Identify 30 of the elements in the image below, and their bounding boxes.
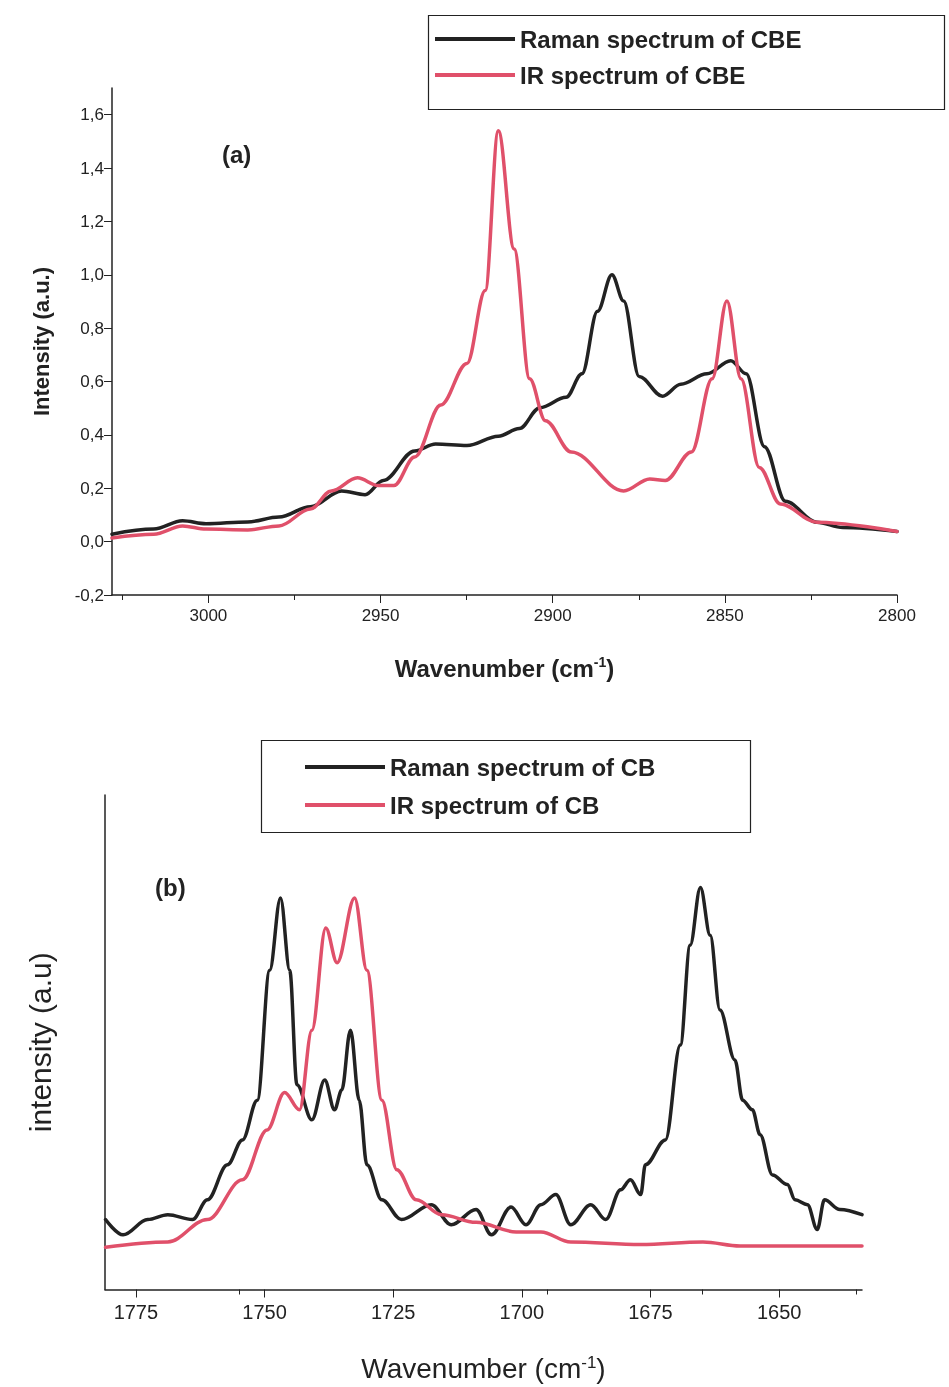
- legend-label: Raman spectrum of CBE: [520, 25, 802, 53]
- y-tick-label: 0,8: [80, 318, 104, 338]
- y-tick-label: 1,4: [80, 158, 104, 178]
- x-tick-label: 1750: [242, 1300, 287, 1323]
- y-tick-label: 0,4: [80, 425, 104, 445]
- y-tick-label: 0,0: [80, 532, 104, 552]
- x-tick-label: 2900: [533, 606, 572, 625]
- x-tick-label: 1775: [113, 1300, 159, 1323]
- y-tick-label: 1,2: [80, 211, 104, 231]
- x-tick-label: 2950: [361, 606, 400, 625]
- x-tick-label: 1675: [628, 1300, 673, 1323]
- annotation: (b): [155, 873, 186, 901]
- legend-label: Raman spectrum of CB: [390, 753, 656, 781]
- y-tick-label: 0,6: [80, 372, 104, 392]
- legend-label: IR spectrum of CBE: [520, 61, 746, 89]
- x-tick-label: 1725: [370, 1300, 416, 1323]
- y-axis-title: Intensity (a.u.): [28, 266, 54, 417]
- legend-label: IR spectrum of CB: [390, 791, 600, 819]
- y-axis-title: intensity (a.u): [23, 952, 57, 1133]
- y-tick-label: 0,2: [80, 478, 104, 498]
- x-tick-label: 1650: [756, 1300, 802, 1323]
- x-tick-label: 2800: [878, 606, 916, 625]
- y-tick-label: 1,0: [80, 265, 104, 285]
- x-tick-label: 3000: [189, 606, 228, 625]
- y-tick-label: -0,2: [74, 585, 104, 605]
- y-tick-label: 1,6: [80, 105, 104, 125]
- x-tick-label: 2850: [705, 606, 744, 625]
- annotation: (a): [222, 140, 252, 168]
- line-series: [110, 128, 899, 540]
- x-tick-label: 1700: [499, 1300, 545, 1323]
